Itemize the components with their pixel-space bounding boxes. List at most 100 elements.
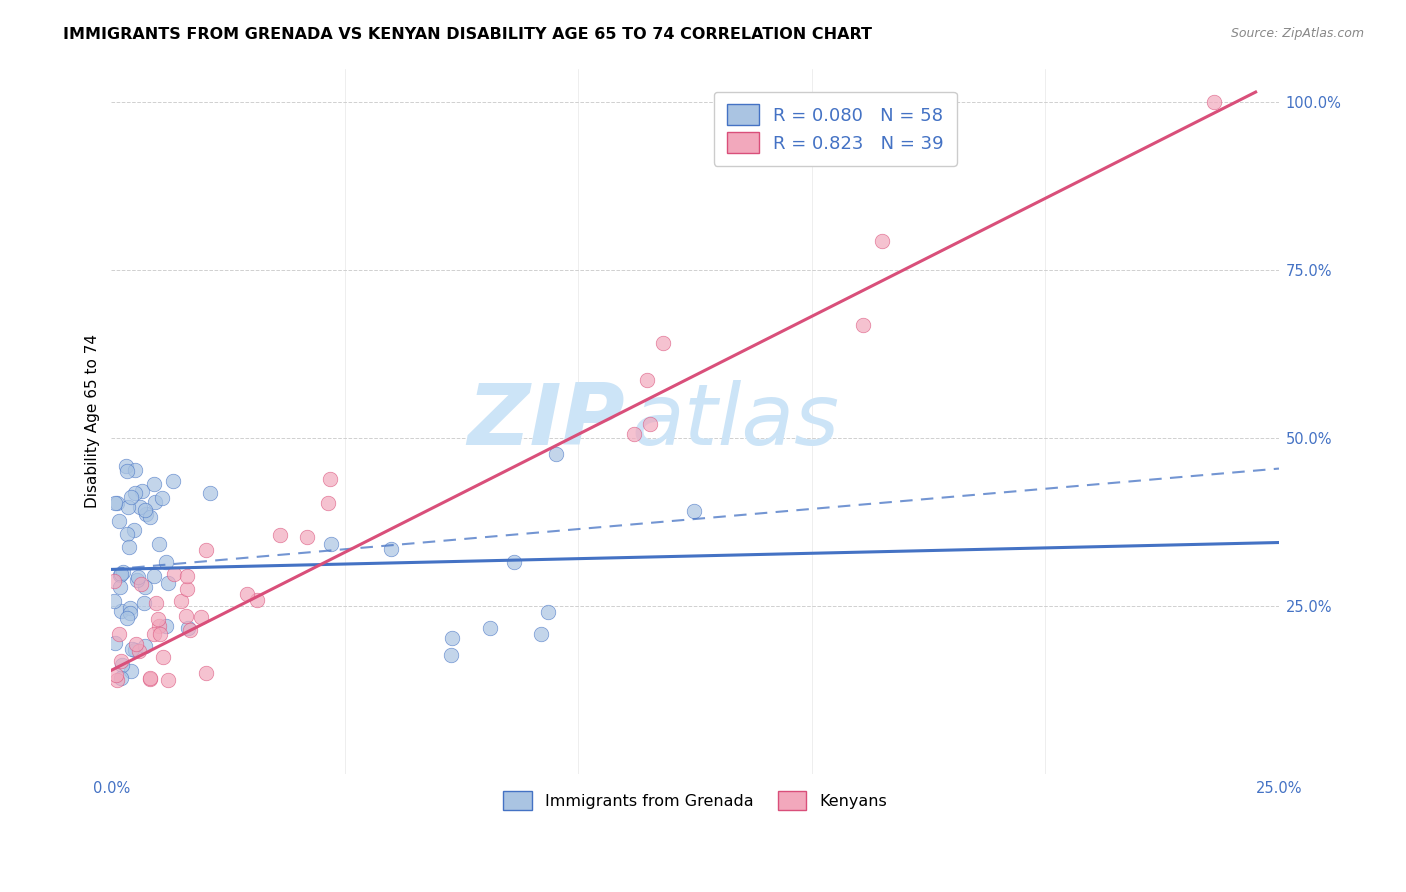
Point: [537, 605, 560, 619]
Point: [115, 526, 138, 541]
Point: [176, 582, 198, 596]
Point: [143, 627, 166, 641]
Text: IMMIGRANTS FROM GRENADA VS KENYAN DISABILITY AGE 65 TO 74 CORRELATION CHART: IMMIGRANTS FROM GRENADA VS KENYAN DISABI…: [63, 27, 872, 42]
Point: [155, 619, 177, 633]
Point: [636, 373, 658, 387]
Point: [134, 503, 156, 517]
Point: [177, 621, 200, 635]
Point: [176, 608, 198, 623]
Point: [246, 592, 269, 607]
Point: [118, 600, 141, 615]
Point: [134, 580, 156, 594]
Point: [108, 514, 131, 528]
Point: [127, 570, 149, 584]
Point: [108, 627, 131, 641]
Point: [115, 458, 138, 473]
Point: [190, 610, 212, 624]
Point: [530, 627, 553, 641]
Text: ZIP: ZIP: [468, 380, 626, 463]
Point: [318, 496, 340, 510]
Point: [103, 594, 125, 608]
Point: [143, 477, 166, 491]
Point: [297, 530, 319, 544]
Point: [157, 673, 180, 688]
Point: [120, 491, 142, 505]
Point: [162, 474, 184, 488]
Point: [105, 496, 128, 510]
Point: [156, 576, 179, 591]
Point: [479, 621, 502, 635]
Point: [236, 587, 259, 601]
Point: [380, 542, 402, 557]
Point: [195, 666, 218, 681]
Legend: Immigrants from Grenada, Kenyans: Immigrants from Grenada, Kenyans: [498, 785, 893, 816]
Point: [321, 537, 343, 551]
Point: [120, 606, 142, 620]
Point: [110, 605, 132, 619]
Point: [148, 536, 170, 550]
Point: [104, 495, 127, 509]
Point: [440, 648, 463, 662]
Text: Source: ZipAtlas.com: Source: ZipAtlas.com: [1230, 27, 1364, 40]
Point: [111, 657, 134, 672]
Point: [638, 417, 661, 432]
Point: [198, 485, 221, 500]
Point: [148, 612, 170, 626]
Point: [131, 483, 153, 498]
Point: [155, 555, 177, 569]
Point: [870, 234, 893, 248]
Point: [142, 569, 165, 583]
Point: [148, 619, 170, 633]
Point: [150, 491, 173, 505]
Point: [105, 673, 128, 688]
Point: [148, 627, 170, 641]
Text: atlas: atlas: [631, 380, 839, 463]
Point: [851, 318, 873, 332]
Point: [194, 542, 217, 557]
Point: [176, 568, 198, 582]
Point: [1202, 95, 1225, 110]
Point: [124, 463, 146, 477]
Point: [104, 636, 127, 650]
Point: [128, 643, 150, 657]
Point: [108, 580, 131, 594]
Point: [115, 464, 138, 478]
Point: [682, 504, 704, 518]
Point: [112, 565, 135, 579]
Y-axis label: Disability Age 65 to 74: Disability Age 65 to 74: [86, 334, 100, 508]
Point: [134, 640, 156, 654]
Point: [120, 664, 142, 678]
Point: [269, 528, 291, 542]
Point: [108, 568, 131, 582]
Point: [125, 637, 148, 651]
Point: [115, 611, 138, 625]
Point: [163, 567, 186, 582]
Point: [145, 596, 167, 610]
Point: [502, 555, 524, 569]
Point: [139, 671, 162, 685]
Point: [125, 573, 148, 587]
Point: [121, 642, 143, 657]
Point: [105, 667, 128, 681]
Point: [318, 472, 340, 486]
Point: [110, 672, 132, 686]
Point: [122, 523, 145, 537]
Point: [124, 485, 146, 500]
Point: [169, 594, 191, 608]
Point: [544, 447, 567, 461]
Point: [652, 335, 675, 350]
Point: [134, 596, 156, 610]
Point: [139, 672, 162, 686]
Point: [129, 577, 152, 591]
Point: [110, 654, 132, 668]
Point: [139, 510, 162, 524]
Point: [117, 500, 139, 514]
Point: [623, 426, 645, 441]
Point: [135, 508, 157, 522]
Point: [440, 632, 463, 646]
Point: [152, 649, 174, 664]
Point: [143, 495, 166, 509]
Point: [124, 643, 146, 657]
Point: [179, 623, 201, 637]
Point: [110, 567, 132, 582]
